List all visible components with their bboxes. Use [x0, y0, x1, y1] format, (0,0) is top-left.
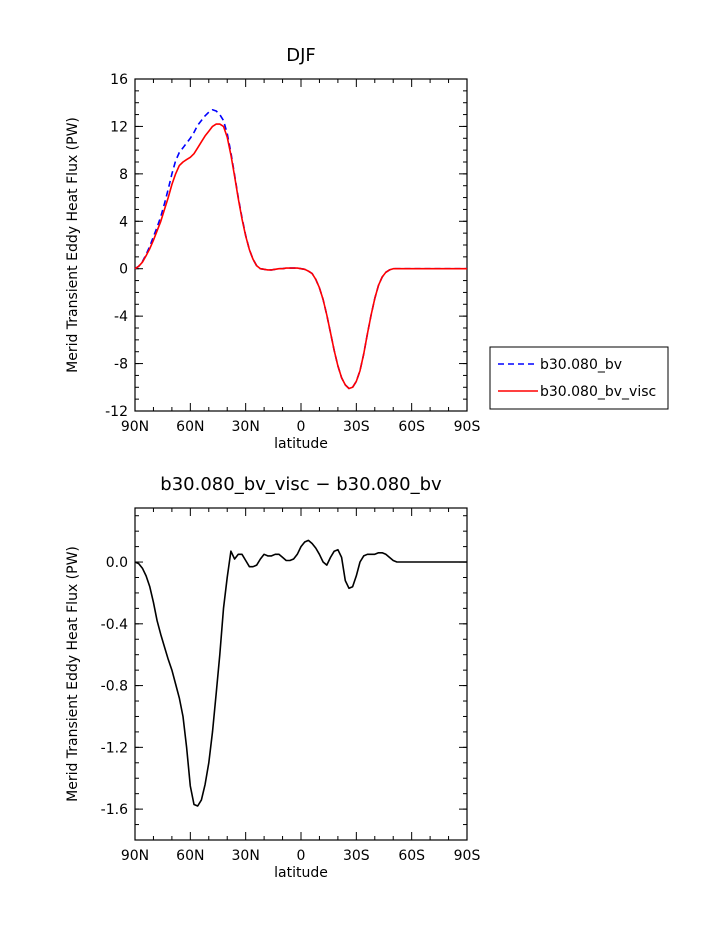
- x-tick-label: 0: [297, 848, 306, 864]
- x-tick-label: 0: [297, 419, 306, 435]
- x-tick-label: 90N: [121, 848, 149, 864]
- x-tick-label: 60S: [398, 848, 425, 864]
- y-tick-label: -1.2: [101, 740, 128, 756]
- x-tick-label: 30S: [343, 419, 370, 435]
- chart-title: DJF: [286, 45, 316, 66]
- y-tick-label: 0: [119, 262, 128, 278]
- x-axis-title: latitude: [274, 436, 328, 452]
- x-tick-label: 60N: [176, 419, 204, 435]
- x-tick-label: 90S: [454, 419, 481, 435]
- chart-title: b30.080_bv_visc − b30.080_bv: [160, 474, 442, 495]
- legend-label: b30.080_bv: [540, 357, 622, 373]
- legend: b30.080_bv b30.080_bv_visc: [489, 346, 669, 410]
- y-tick-label: -4: [114, 309, 128, 325]
- series-line-b30.080_bv_visc: [134, 123, 467, 390]
- y-tick-label: 8: [119, 167, 128, 183]
- x-tick-label: 90S: [454, 848, 481, 864]
- x-axis-title: latitude: [274, 865, 328, 881]
- x-tick-label: 30N: [232, 848, 260, 864]
- legend-box: [489, 346, 669, 410]
- plot-frame: [134, 507, 468, 841]
- y-tick-label: -8: [114, 357, 128, 373]
- series-line-difference: [134, 539, 467, 807]
- x-tick-label: 30S: [343, 848, 370, 864]
- y-tick-label: 4: [119, 214, 128, 230]
- x-tick-label: 30N: [232, 419, 260, 435]
- y-tick-label: 16: [110, 72, 128, 88]
- y-axis-title: Merid Transient Eddy Heat Flux (PW): [65, 546, 81, 802]
- chart-top-djf: DJF 90N 60N 30N 0 30S 60S 90S -12 -8 -4 0 4 8 12 16 lati…: [65, 45, 480, 452]
- y-axis-title: Merid Transient Eddy Heat Flux (PW): [65, 117, 81, 373]
- x-tick-label: 60N: [176, 848, 204, 864]
- y-tick-label: 12: [110, 119, 128, 135]
- x-tick-label: 60S: [398, 419, 425, 435]
- chart-bottom-difference: b30.080_bv_visc − b30.080_bv 90N 60N 30N 0 30…: [65, 474, 480, 881]
- y-tick-label: -1.6: [101, 802, 128, 818]
- plot-frame: [134, 78, 468, 412]
- series-line-b30.080_bv: [134, 109, 467, 390]
- y-tick-label: -12: [105, 404, 128, 420]
- x-tick-label: 90N: [121, 419, 149, 435]
- y-tick-label: -0.8: [101, 679, 128, 695]
- legend-label: b30.080_bv_visc: [540, 384, 656, 400]
- y-tick-label: 0.0: [106, 555, 128, 571]
- y-tick-label: -0.4: [101, 617, 128, 633]
